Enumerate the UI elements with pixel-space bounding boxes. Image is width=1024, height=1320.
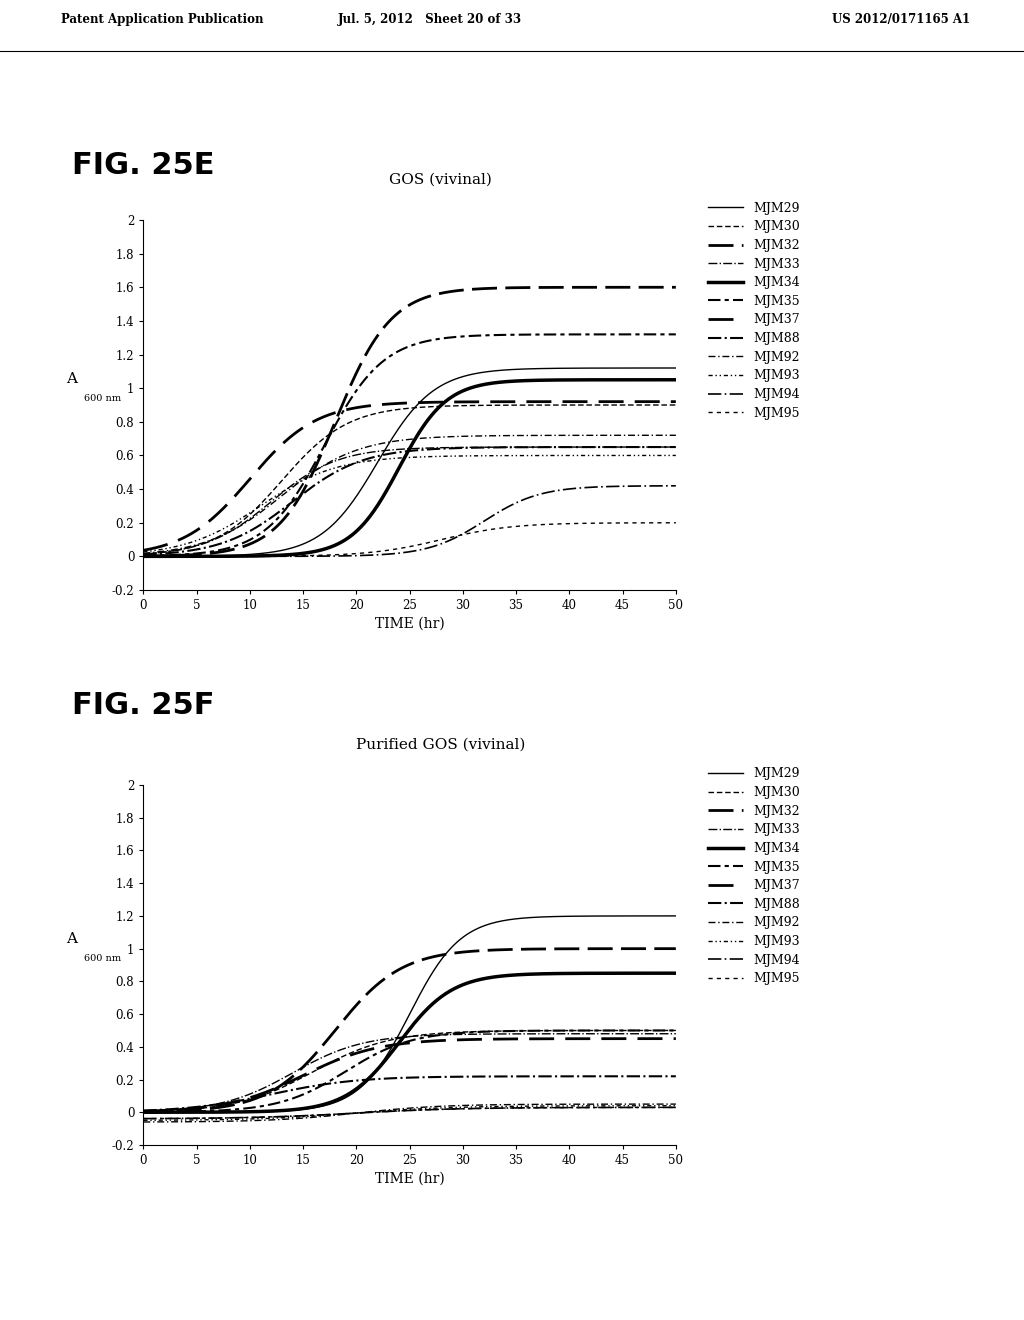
X-axis label: TIME (hr): TIME (hr) — [375, 1171, 444, 1185]
Text: GOS (vivinal): GOS (vivinal) — [389, 173, 492, 187]
Legend: MJM29, MJM30, MJM32, MJM33, MJM34, MJM35, MJM37, MJM88, MJM92, MJM93, MJM94, MJM: MJM29, MJM30, MJM32, MJM33, MJM34, MJM35… — [703, 197, 805, 425]
Text: A: A — [67, 932, 78, 945]
Legend: MJM29, MJM30, MJM32, MJM33, MJM34, MJM35, MJM37, MJM88, MJM92, MJM93, MJM94, MJM: MJM29, MJM30, MJM32, MJM33, MJM34, MJM35… — [703, 763, 805, 990]
Text: FIG. 25F: FIG. 25F — [72, 690, 214, 719]
Text: Jul. 5, 2012   Sheet 20 of 33: Jul. 5, 2012 Sheet 20 of 33 — [338, 13, 522, 26]
X-axis label: TIME (hr): TIME (hr) — [375, 616, 444, 630]
Text: 600 nm: 600 nm — [84, 393, 121, 403]
Text: FIG. 25E: FIG. 25E — [72, 150, 214, 180]
Text: Purified GOS (vivinal): Purified GOS (vivinal) — [355, 738, 525, 752]
Text: US 2012/0171165 A1: US 2012/0171165 A1 — [833, 13, 970, 26]
Text: Patent Application Publication: Patent Application Publication — [61, 13, 264, 26]
Text: A: A — [67, 372, 78, 385]
Text: 600 nm: 600 nm — [84, 954, 121, 962]
